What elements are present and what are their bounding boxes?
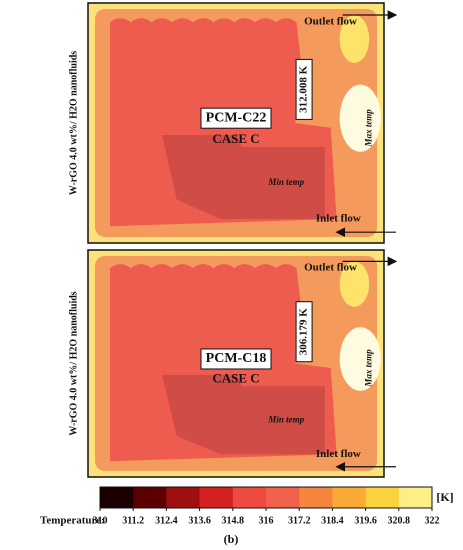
hot-edge [339,15,370,63]
max-label: Max temp [363,109,373,148]
outlet-label: Outlet flow [304,262,357,274]
colorbar-tick-label: 316 [259,515,274,526]
material-box [200,107,272,129]
panel-frame [87,2,385,244]
material-label: PCM-C18 [206,351,267,366]
colorbar-segment [199,487,234,508]
colorbar-tick-label: 314.8 [222,515,245,526]
cold-zone [162,135,325,219]
colorbar-tick-label: 313.6 [188,515,211,526]
caption: (b) [224,532,239,546]
colorbar-frame [99,486,433,509]
colorbar-segment [133,487,167,508]
inlet-label: Inlet flow [316,213,361,225]
colorbar-segment [232,487,267,508]
colorbar-tick-label: 317.2 [288,515,311,526]
max-value: 312.008 K [298,65,310,113]
min-label: Min temp [267,414,304,424]
value-box [295,301,313,363]
colorbar-segment [166,487,201,508]
colorbar-tick-label: 318.4 [321,515,344,526]
hot-spot [339,327,382,391]
contour-panel: Outlet flow Inlet flow Max temp Min temp 312… [87,2,398,244]
colorbar-segment [266,487,300,508]
value-box [295,58,313,120]
colorbar-segment [398,487,433,508]
case-label: CASE C [212,370,259,385]
side-label: W-rGO 4.0 wt%/ H2O nanofluids [68,51,79,195]
hot-edge [339,261,370,307]
colorbar-segment [299,487,333,508]
colorbar-segment [100,487,134,508]
side-label: W-rGO 4.0 wt%/ H2O nanofluids [68,291,79,435]
max-label: Max temp [363,349,373,388]
outlet-label: Outlet flow [304,16,357,28]
colorbar-tick-label: 310 [93,515,108,526]
colorbar-tick-label: 320.8 [388,515,411,526]
material-box [200,348,272,370]
colorbar-tick-label: 319.6 [354,515,377,526]
colorbar-tick-label: 312.4 [155,515,178,526]
colorbar-label: Temperature: [40,515,105,527]
colorbar-tick-label: 311.2 [122,515,144,526]
colorbar-segment [332,487,367,508]
inlet-label: Inlet flow [316,448,361,460]
case-label: CASE C [212,131,259,146]
max-value: 306.179 K [298,308,310,356]
colorbar-segment [365,487,400,508]
contour-panel: Outlet flow Inlet flow Max temp Min temp 306… [87,249,398,478]
hot-spot [339,84,382,152]
material-label: PCM-C22 [206,110,267,125]
colorbar-tick-label: 322 [425,515,440,526]
cold-zone [162,374,325,455]
min-label: Min temp [267,177,304,187]
colorbar-unit: [K] [436,490,453,504]
panel-frame [87,249,385,478]
